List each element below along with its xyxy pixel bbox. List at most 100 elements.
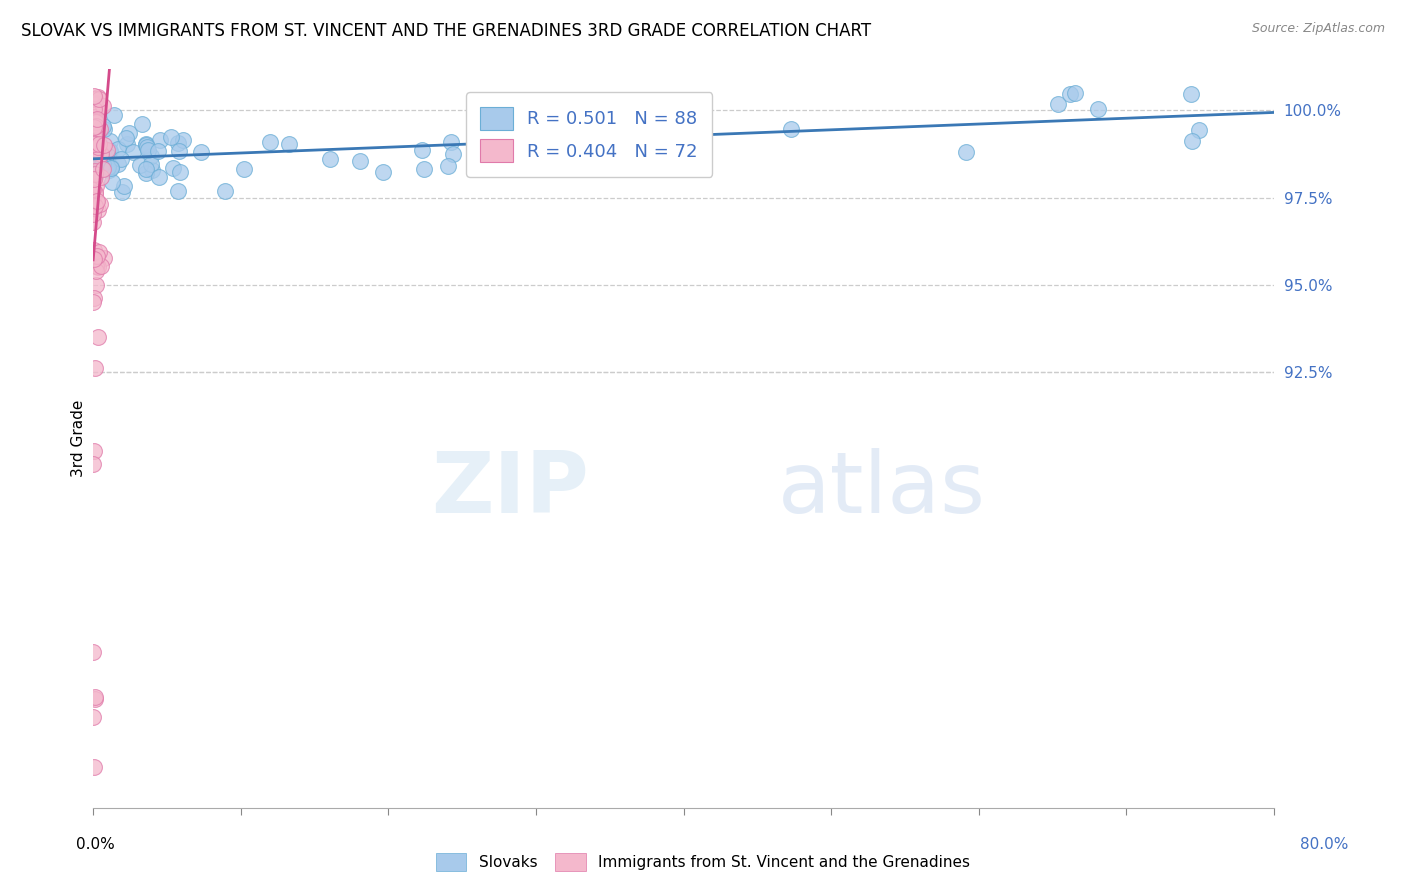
Point (96, 162, 118, 177)
Point (86, 145, 108, 159)
Point (319, 152, 342, 166)
Point (93, 122, 115, 136)
Point (84, 95, 107, 110)
Point (166, 184, 188, 198)
Point (131, 117, 153, 131)
Point (583, 98, 606, 112)
Point (87, 103, 110, 117)
Point (135, 166, 157, 180)
Point (107, 142, 129, 156)
Point (86, 194, 108, 209)
Point (111, 185, 134, 199)
Point (135, 136, 157, 151)
Point (82, 295, 104, 310)
Point (96, 143, 118, 157)
Point (103, 108, 125, 122)
Point (1064, 86, 1087, 100)
Point (83, 110, 105, 124)
Point (112, 178, 135, 193)
Point (82, 206, 104, 220)
Point (87, 152, 110, 166)
Point (87, 90, 110, 104)
Point (86, 112, 108, 127)
Text: 80.0%: 80.0% (1301, 838, 1348, 852)
Point (101, 175, 124, 189)
Point (83, 131, 105, 145)
Point (98, 144, 121, 158)
Point (84, 117, 107, 131)
Point (83, 252, 105, 267)
Point (83, 169, 105, 184)
Point (82, 709, 104, 723)
Point (162, 161, 184, 176)
Point (84, 179, 107, 194)
Point (1181, 134, 1204, 148)
Point (87, 260, 110, 275)
Point (233, 161, 256, 176)
Point (666, 161, 689, 176)
Point (89, 155, 111, 169)
Point (141, 162, 163, 177)
Point (87, 159, 110, 173)
Point (84, 260, 107, 274)
Point (82, 193, 104, 207)
Point (107, 157, 129, 171)
Legend: R = 0.501   N = 88, R = 0.404   N = 72: R = 0.501 N = 88, R = 0.404 N = 72 (465, 93, 713, 177)
Point (83, 163, 105, 178)
Point (83, 115, 105, 129)
Point (277, 136, 299, 151)
Point (190, 145, 212, 159)
Point (1047, 96, 1070, 111)
Point (135, 137, 157, 152)
Point (84, 360, 107, 375)
Text: ZIP: ZIP (432, 449, 589, 532)
Point (84, 167, 107, 181)
Point (97, 144, 120, 158)
Point (657, 157, 679, 171)
Point (90, 141, 112, 155)
Point (84, 115, 107, 129)
Point (441, 147, 464, 161)
Point (413, 161, 436, 176)
Legend: Slovaks, Immigrants from St. Vincent and the Grenadines: Slovaks, Immigrants from St. Vincent and… (430, 847, 976, 877)
Point (89, 121, 111, 136)
Point (82, 644, 104, 658)
Point (87, 104, 110, 119)
Point (86, 144, 108, 158)
Point (84, 119, 107, 133)
Point (93, 119, 115, 133)
Point (82, 251, 104, 265)
Point (90, 147, 112, 161)
Point (84, 690, 107, 704)
Point (167, 145, 190, 159)
Text: Source: ZipAtlas.com: Source: ZipAtlas.com (1251, 22, 1385, 36)
Point (148, 169, 170, 184)
Text: atlas: atlas (778, 449, 986, 532)
Point (94, 155, 117, 169)
Point (96, 153, 118, 167)
Point (349, 154, 371, 169)
Point (87, 140, 110, 154)
Point (135, 161, 157, 176)
Point (141, 157, 163, 171)
Point (90, 159, 112, 173)
Point (82, 127, 104, 141)
Point (118, 126, 141, 140)
Point (93, 99, 115, 113)
Point (86, 249, 108, 263)
Point (588, 136, 610, 150)
Point (1188, 123, 1211, 137)
Point (100, 161, 122, 176)
Point (83, 139, 105, 153)
Point (115, 136, 138, 151)
Point (93, 252, 115, 266)
Point (214, 184, 236, 198)
Point (83, 137, 105, 152)
Point (779, 122, 801, 136)
Point (84, 186, 107, 200)
Point (89, 197, 111, 211)
Point (83, 153, 105, 168)
Point (83, 760, 105, 774)
Point (1087, 102, 1109, 116)
Point (259, 135, 281, 149)
